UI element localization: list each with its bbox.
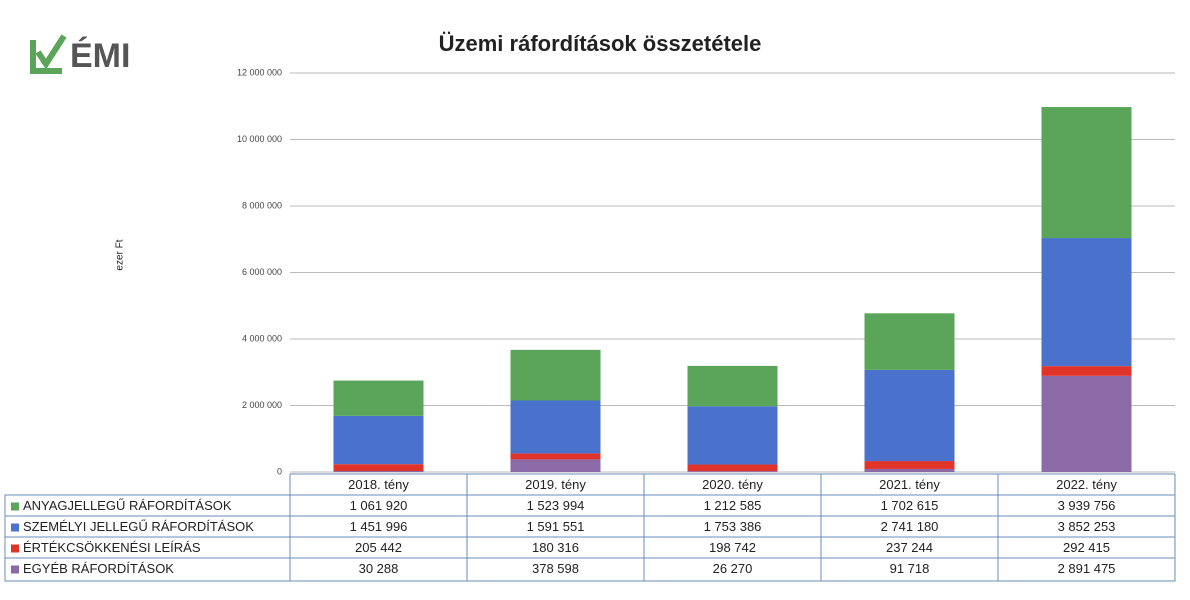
bar-segment [510,453,601,460]
bar-segment [510,459,601,472]
bar-segment [687,464,778,472]
bar-segment [1041,366,1132,376]
x-tick-label: 2022. tény [1056,477,1117,492]
table-value: 2 741 180 [881,519,939,534]
chart-title: Üzemi ráfordítások összetétele [439,31,762,56]
legend-label: ANYAGJELLEGŰ RÁFORDÍTÁSOK [23,498,232,513]
y-tick-label: 2 000 000 [242,400,282,410]
table-value: 1 591 551 [527,519,585,534]
table-value: 198 742 [709,540,756,555]
legend-key [11,565,19,574]
legend-key [11,502,19,511]
bar-segment [687,406,778,465]
table-value: 378 598 [532,561,579,576]
bar-segment [333,470,424,472]
logo-check [35,34,67,70]
table-value: 1 212 585 [704,498,762,513]
table-value: 3 939 756 [1058,498,1116,513]
table-value: 1 523 994 [527,498,585,513]
bar-segment [333,380,424,416]
bar-segment [864,313,955,370]
table-value: 2 891 475 [1058,561,1116,576]
y-axis-label: ezer Ft [115,239,126,270]
y-tick-label: 12 000 000 [237,67,282,77]
legend-label: SZEMÉLYI JELLEGŰ RÁFORDÍTÁSOK [23,519,254,534]
legend-key [11,523,19,532]
bar-segment [864,468,955,472]
legend-key [11,544,19,553]
y-tick-label: 4 000 000 [242,333,282,343]
bar-segment [687,365,778,407]
table-value: 205 442 [355,540,402,555]
table-value: 1 061 920 [350,498,408,513]
table-value: 180 316 [532,540,579,555]
legend-label: ÉRTÉKCSÖKKENÉSI LEÍRÁS [23,540,201,555]
y-tick-label: 8 000 000 [242,200,282,210]
table-value: 1 753 386 [704,519,762,534]
y-tick-label: 10 000 000 [237,134,282,144]
y-tick-label: 6 000 000 [242,267,282,277]
table-value: 91 718 [890,561,930,576]
bar-segment [864,461,955,469]
table-value: 1 702 615 [881,498,939,513]
x-tick-label: 2018. tény [348,477,409,492]
table-value: 3 852 253 [1058,519,1116,534]
bar-segment [333,464,424,471]
bar-segment [864,369,955,462]
bar-segment [510,400,601,454]
logo: ÉMI [70,37,130,75]
bar-segment [333,415,424,465]
logo-frame [30,40,62,74]
x-tick-label: 2020. tény [702,477,763,492]
bar-segment [1041,107,1132,239]
bar-segment [687,471,778,472]
bar-segment [1041,375,1132,472]
table-value: 30 288 [359,561,399,576]
legend-label: EGYÉB RÁFORDÍTÁSOK [23,561,174,576]
table-value: 26 270 [713,561,753,576]
bar-segment [1041,238,1132,367]
bar-segment [510,349,601,401]
table-value: 1 451 996 [350,519,408,534]
table-value: 292 415 [1063,540,1110,555]
y-tick-label: 0 [277,466,282,476]
x-tick-label: 2019. tény [525,477,586,492]
x-tick-label: 2021. tény [879,477,940,492]
table-value: 237 244 [886,540,933,555]
